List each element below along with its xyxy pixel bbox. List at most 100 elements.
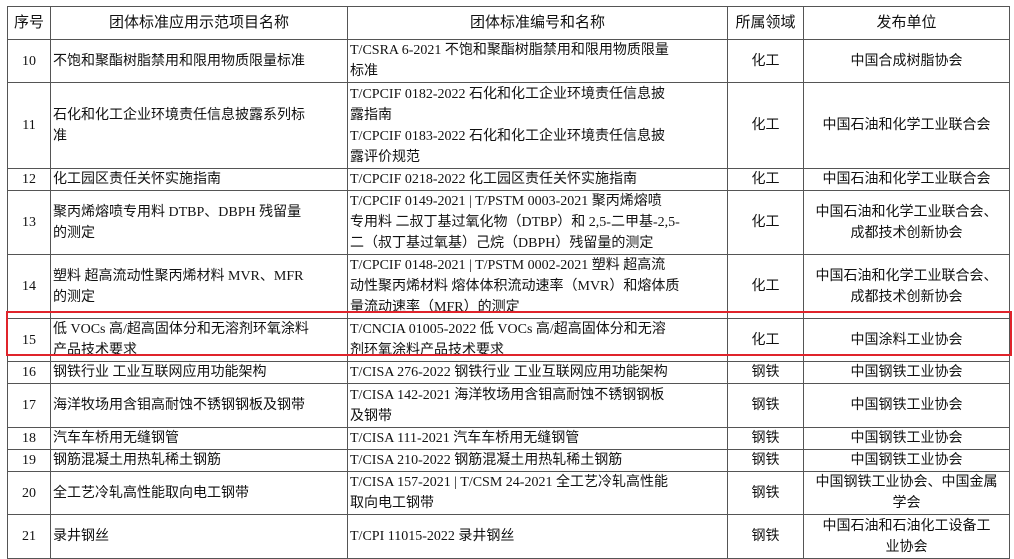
- cell-field: 化工: [727, 318, 804, 362]
- cell-publisher: 中国石油和石油化工设备工 业协会: [803, 514, 1010, 559]
- cell-project-name: 录井钢丝: [50, 514, 348, 559]
- cell-standard: T/CISA 157-2021 | T/CSM 24-2021 全工艺冷轧高性能…: [347, 471, 728, 515]
- cell-publisher: 中国钢铁工业协会: [803, 361, 1010, 384]
- cell-standard-line: T/CPI 11015-2022 录井钢丝: [350, 529, 515, 544]
- cell-project-name-line: 全工艺冷轧高性能取向电工钢带: [53, 485, 249, 501]
- cell-project-name: 海洋牧场用含钼高耐蚀不锈钢钢板及钢带: [50, 383, 348, 428]
- cell-field: 钢铁: [727, 361, 804, 384]
- cell-standard: T/CPCIF 0149-2021 | T/PSTM 0003-2021 聚丙烯…: [347, 190, 728, 255]
- cell-standard: T/CISA 210-2022 钢筋混凝土用热轧稀土钢筋: [347, 449, 728, 472]
- cell-project-name-line: 化工园区责任关怀实施指南: [53, 172, 221, 187]
- table-row: 18 汽车车桥用无缝钢管 T/CISA 111-2021 汽车车桥用无缝钢管 钢铁 中国…: [7, 427, 1010, 450]
- cell-standard-line: 露评价规范: [350, 149, 420, 165]
- cell-project-name-line: 不饱和聚酯树脂禁用和限用物质限量标准: [53, 53, 305, 69]
- table-row: 17 海洋牧场用含钼高耐蚀不锈钢钢板及钢带 T/CISA 142-2021 海洋牧场…: [7, 383, 1010, 428]
- cell-publisher-line: 成都技术创新协会: [850, 225, 963, 241]
- cell-publisher: 中国合成树脂协会: [803, 39, 1010, 83]
- cell-project-name-line: 的测定: [53, 289, 95, 305]
- cell-project-name-line: 钢铁行业 工业互联网应用功能架构: [53, 365, 267, 380]
- table-row: 16 钢铁行业 工业互联网应用功能架构 T/CISA 276-2022 钢铁行业 工…: [7, 361, 1010, 384]
- cell-standard-line: 标准: [350, 64, 378, 79]
- cell-standard-line: 露指南: [350, 107, 392, 123]
- cell-standard: T/CSRA 6-2021 不饱和聚酯树脂禁用和限用物质限量 标准: [347, 39, 728, 83]
- cell-standard-line: 量流动速率（MFR）的测定: [350, 300, 520, 315]
- cell-no: 13: [7, 190, 51, 255]
- cell-standard-line: 取向电工钢带: [350, 496, 434, 511]
- cell-standard-line: T/CISA 276-2022 钢铁行业 工业互联网应用功能架构: [350, 365, 668, 380]
- cell-publisher: 中国钢铁工业协会: [803, 449, 1010, 472]
- cell-field: 钢铁: [727, 449, 804, 472]
- cell-publisher-line: 中国石油和化学工业联合会: [822, 118, 991, 133]
- cell-project-name-line: 塑料 超高流动性聚丙烯材料 MVR、MFR: [53, 268, 304, 284]
- cell-project-name-line: 聚丙烯熔喷专用料 DTBP、DBPH 残留量: [53, 204, 302, 220]
- cell-standard-line: 专用料 二叔丁基过氧化物（DTBP）和 2,5-二甲基-2,5-: [350, 215, 680, 230]
- cell-standard-line: T/CPCIF 0149-2021 | T/PSTM 0003-2021 聚丙烯…: [350, 194, 662, 209]
- cell-project-name-line: 的测定: [53, 225, 95, 241]
- cell-standard-line: T/CPCIF 0148-2021 | T/PSTM 0002-2021 塑料 …: [350, 258, 666, 273]
- cell-standard: T/CPCIF 0182-2022 石化和化工企业环境责任信息披 露指南 T/CPC…: [347, 82, 728, 169]
- table-row: 13 聚丙烯熔喷专用料 DTBP、DBPH 残留量 的测定 T/CPCIF 0149-…: [7, 190, 1010, 255]
- cell-standard: T/CPI 11015-2022 录井钢丝: [347, 514, 728, 559]
- cell-field: 化工: [727, 254, 804, 319]
- cell-project-name: 汽车车桥用无缝钢管: [50, 427, 348, 450]
- cell-publisher: 中国石油和化学工业联合会: [803, 82, 1010, 169]
- cell-no: 14: [7, 254, 51, 319]
- cell-field: 钢铁: [727, 383, 804, 428]
- cell-publisher: 中国石油和化学工业联合会: [803, 168, 1010, 191]
- header-publisher: 发布单位: [803, 6, 1010, 40]
- cell-project-name: 钢铁行业 工业互联网应用功能架构: [50, 361, 348, 384]
- cell-publisher-line: 中国涂料工业协会: [850, 332, 963, 348]
- header-row: 序号 团体标准应用示范项目名称 团体标准编号和名称 所属领域 发布单位: [7, 6, 1010, 40]
- cell-standard-line: T/CISA 142-2021 海洋牧场用含钼高耐蚀不锈钢钢板: [350, 387, 665, 403]
- cell-field: 化工: [727, 82, 804, 169]
- cell-project-name-line: 低 VOCs 高/超高固体分和无溶剂环氧涂料: [53, 322, 309, 337]
- table-row: 11 石化和化工企业环境责任信息披露系列标准 T/CPCIF 0182-2022 石…: [7, 82, 1010, 169]
- cell-project-name-line: 汽车车桥用无缝钢管: [53, 431, 179, 446]
- cell-publisher: 中国石油和化学工业联合会、 成都技术创新协会: [803, 190, 1010, 255]
- cell-no: 10: [7, 39, 51, 83]
- cell-standard-line: T/CISA 210-2022 钢筋混凝土用热轧稀土钢筋: [350, 453, 623, 468]
- table-row: 20 全工艺冷轧高性能取向电工钢带 T/CISA 157-2021 | T/CSM …: [7, 471, 1010, 515]
- cell-standard-line: T/CPCIF 0218-2022 化工园区责任关怀实施指南: [350, 172, 638, 187]
- table-row: 19 钢筋混凝土用热轧稀土钢筋 T/CISA 210-2022 钢筋混凝土用热轧稀土…: [7, 449, 1010, 472]
- cell-standard-line: 剂环氧涂料产品技术要求: [350, 343, 504, 358]
- cell-standard-line: T/CISA 157-2021 | T/CSM 24-2021 全工艺冷轧高性能: [350, 475, 668, 490]
- cell-project-name-line: 产品技术要求: [53, 343, 137, 358]
- cell-standard-line: T/CISA 111-2021 汽车车桥用无缝钢管: [350, 431, 580, 446]
- cell-standard: T/CPCIF 0218-2022 化工园区责任关怀实施指南: [347, 168, 728, 191]
- table-row: 10 不饱和聚酯树脂禁用和限用物质限量标准 T/CSRA 6-2021 不饱和聚酯树…: [7, 39, 1010, 83]
- cell-publisher-line: 学会: [892, 496, 921, 511]
- cell-project-name-line: 准: [53, 128, 67, 144]
- cell-standard-line: 二（叔丁基过氧基）己烷（DBPH）残留量的测定: [350, 236, 654, 251]
- cell-publisher-line: 中国钢铁工业协会: [850, 398, 963, 413]
- cell-no: 21: [7, 514, 51, 559]
- cell-publisher-line: 成都技术创新协会: [850, 289, 963, 305]
- cell-standard: T/CISA 111-2021 汽车车桥用无缝钢管: [347, 427, 728, 450]
- cell-project-name: 塑料 超高流动性聚丙烯材料 MVR、MFR 的测定: [50, 254, 348, 319]
- cell-project-name-line: 石化和化工企业环境责任信息披露系列标: [53, 107, 305, 123]
- cell-field: 化工: [727, 39, 804, 83]
- cell-standard-line: T/CPCIF 0182-2022 石化和化工企业环境责任信息披: [350, 86, 666, 102]
- cell-no: 12: [7, 168, 51, 191]
- cell-publisher: 中国钢铁工业协会: [803, 427, 1010, 450]
- table-body: 10 不饱和聚酯树脂禁用和限用物质限量标准 T/CSRA 6-2021 不饱和聚酯树…: [7, 39, 1010, 559]
- header-no: 序号: [7, 6, 51, 40]
- cell-project-name: 石化和化工企业环境责任信息披露系列标准: [50, 82, 348, 169]
- cell-standard-line: 及钢带: [350, 408, 392, 424]
- cell-project-name-line: 钢筋混凝土用热轧稀土钢筋: [53, 453, 221, 468]
- cell-project-name: 全工艺冷轧高性能取向电工钢带: [50, 471, 348, 515]
- cell-field: 钢铁: [727, 471, 804, 515]
- cell-publisher-line: 业协会: [885, 539, 928, 555]
- cell-field: 化工: [727, 190, 804, 255]
- header-project-name: 团体标准应用示范项目名称: [50, 6, 348, 40]
- cell-publisher-line: 中国钢铁工业协会、中国金属: [815, 475, 998, 490]
- cell-publisher: 中国钢铁工业协会: [803, 383, 1010, 428]
- cell-field: 钢铁: [727, 427, 804, 450]
- table-row: 21 录井钢丝 T/CPI 11015-2022 录井钢丝 钢铁 中国石油和石油化工设备…: [7, 514, 1010, 559]
- cell-project-name: 化工园区责任关怀实施指南: [50, 168, 348, 191]
- cell-publisher-line: 中国钢铁工业协会: [850, 365, 963, 380]
- standards-table: 序号 团体标准应用示范项目名称 团体标准编号和名称 所属领域 发布单位 10 不饱…: [7, 6, 1010, 559]
- cell-no: 19: [7, 449, 51, 472]
- cell-no: 15: [7, 318, 51, 362]
- table-row: 14 塑料 超高流动性聚丙烯材料 MVR、MFR 的测定 T/CPCIF 0148-2…: [7, 254, 1010, 319]
